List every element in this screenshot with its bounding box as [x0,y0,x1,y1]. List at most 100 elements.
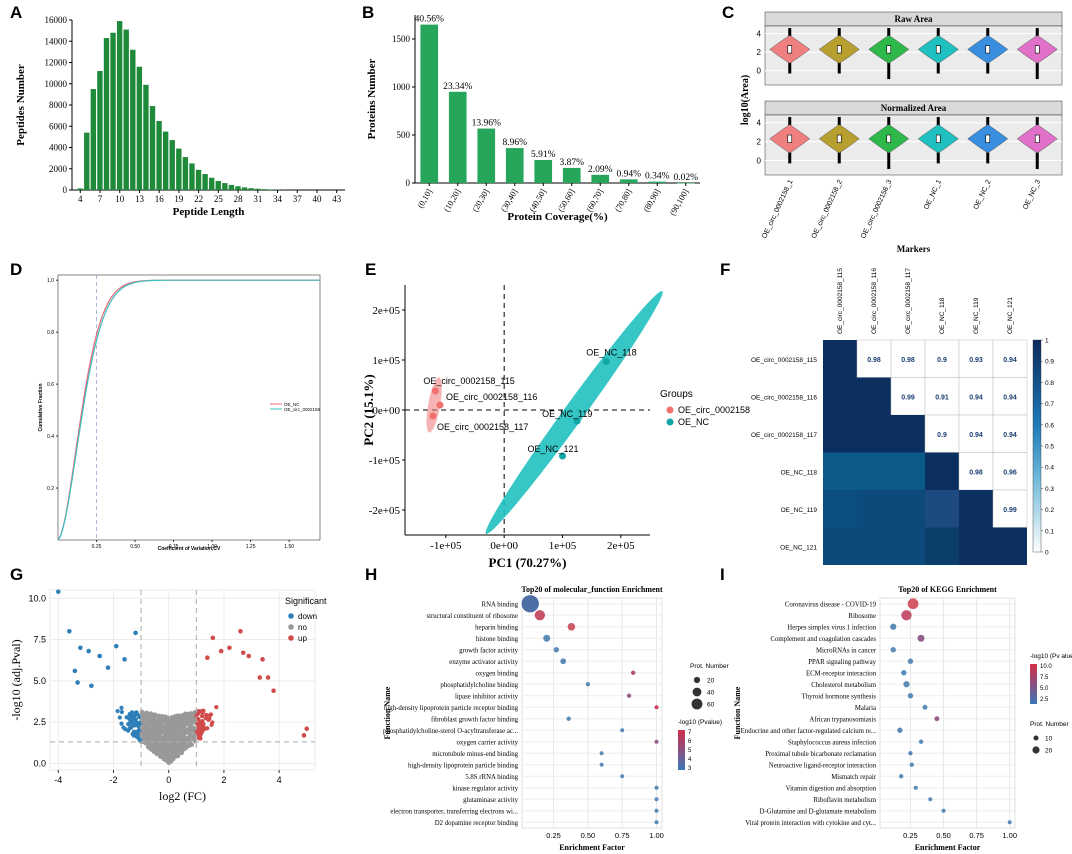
panel-a-chart: 0 2000 4000 6000 8000 10000 12000 14000 16000 4 7 1… [15,15,345,218]
data-point [172,721,177,726]
colorbar-label: 0.4 [1045,465,1054,472]
x-axis-title: Protein Coverage(%) [507,211,608,223]
term-label: MicroRNAs in cancer [816,647,877,654]
legend-title: Significant [285,596,327,606]
x-tick-label: 31 [253,194,262,204]
legend-title: Prot. Number [1030,721,1069,728]
boxplot [935,134,941,143]
y-tick-label: 14000 [45,36,68,46]
point-label: OE_circ_0002158_115 [423,376,514,386]
colorbar-label: 0.5 [1045,444,1054,451]
term-label: Staphylococcus aureus infection [788,739,877,746]
x-tick-label: (80,90] [641,187,662,214]
y-tick-label: 10.0 [28,593,46,603]
term-label: D2 dopamine receptor binding [435,820,519,827]
y-tick-label: 1500 [392,34,411,44]
x-tick-label: OE_NC_1 [923,179,943,211]
heatmap-cell [958,414,994,453]
chart-title: Top20 of KEGG Enrichment [898,585,997,594]
data-point [75,680,80,685]
data-point [429,412,437,420]
data-point [151,737,156,742]
data-point [86,648,91,654]
y-tick-label: 0 [63,185,68,195]
y-axis-title: Proteins Number [366,59,378,140]
data-point [173,743,178,748]
x-tick-label: 0.25 [903,831,918,840]
x-tick-label: 40 [312,194,322,204]
bubble [599,751,604,756]
term-label: Proximal tubule bicarbonate reclamation [765,751,876,758]
bar [136,66,143,190]
data-point [167,728,172,733]
data-point [260,657,265,662]
colorbar-label: 4 [688,757,692,763]
y-tick-label: 4000 [49,143,68,153]
data-point [119,705,124,710]
x-axis-title: Coefficient of Variation,CV [158,546,221,552]
data-point [165,723,170,728]
bar [130,49,136,190]
x-tick-label: 22 [194,194,203,204]
bubble [890,623,897,630]
cell-value-label: 0.94 [1003,432,1017,439]
data-point [119,721,124,726]
bar [619,179,638,183]
data-point [72,668,78,674]
x-axis-title: Enrichment Factor [915,843,981,852]
bubble [922,704,928,710]
panel-label-c: C [722,3,734,22]
y-tick-label: 2 [757,138,762,147]
data-point [137,721,142,726]
heatmap-cell [857,490,891,528]
y-tick-label: 0.6 [47,382,54,388]
y-tick-label: 0 [406,178,411,188]
data-point [127,716,132,721]
y-tick-label: 0 [757,157,762,166]
bar [562,167,581,183]
data-point [127,720,133,725]
cell-value-label: 0.94 [969,432,983,439]
series-line [57,279,320,541]
panel-b-chart: 0 500 1000 1500 40.56% (0,10] 23.34% (10,20] 13.… [366,15,700,223]
bar [195,169,202,190]
panel-h-chart: 0.25 0.50 0.75 1.00 RNA binding structural co… [383,585,729,852]
legend-title: Groups [660,389,693,400]
heatmap-cell [823,377,857,415]
data-point [131,733,137,738]
boxplot [836,45,842,54]
data-point [240,650,246,656]
legend-label: 20 [1045,748,1053,755]
data-point [179,744,184,749]
term-label: ECM-receptor interaction [806,670,877,677]
term-label: Endocrine and other factor-regulated cal… [741,728,877,735]
data-point [133,630,138,636]
data-point [431,387,439,395]
panel-label-d: D [10,260,22,279]
bubble [907,693,914,699]
data-point [194,713,199,719]
term-label: oxygen carrier activity [456,739,518,746]
bubble [928,797,933,802]
y-tick-label: 0 [757,67,762,76]
bar-value-label: 8.96% [502,138,527,148]
y-tick-label: 0.0 [33,758,46,768]
data-point [214,704,219,710]
panel-label-g: G [10,565,23,584]
y-tick-label: -1e+05 [369,455,401,467]
point-label: OE_NC_118 [586,348,636,358]
bar [222,183,228,190]
y-tick-label: 7.5 [33,635,46,645]
bar [169,140,175,190]
data-point [204,712,209,717]
bubble [567,622,576,631]
bubble [566,716,571,721]
bar [176,148,182,190]
x-tick-label: 25 [214,194,224,204]
bar [110,32,116,190]
x-tick-label: (20,30] [470,187,491,214]
y-tick-label: 0.8 [47,330,54,336]
heatmap-cell [925,452,959,490]
bar [591,174,610,183]
